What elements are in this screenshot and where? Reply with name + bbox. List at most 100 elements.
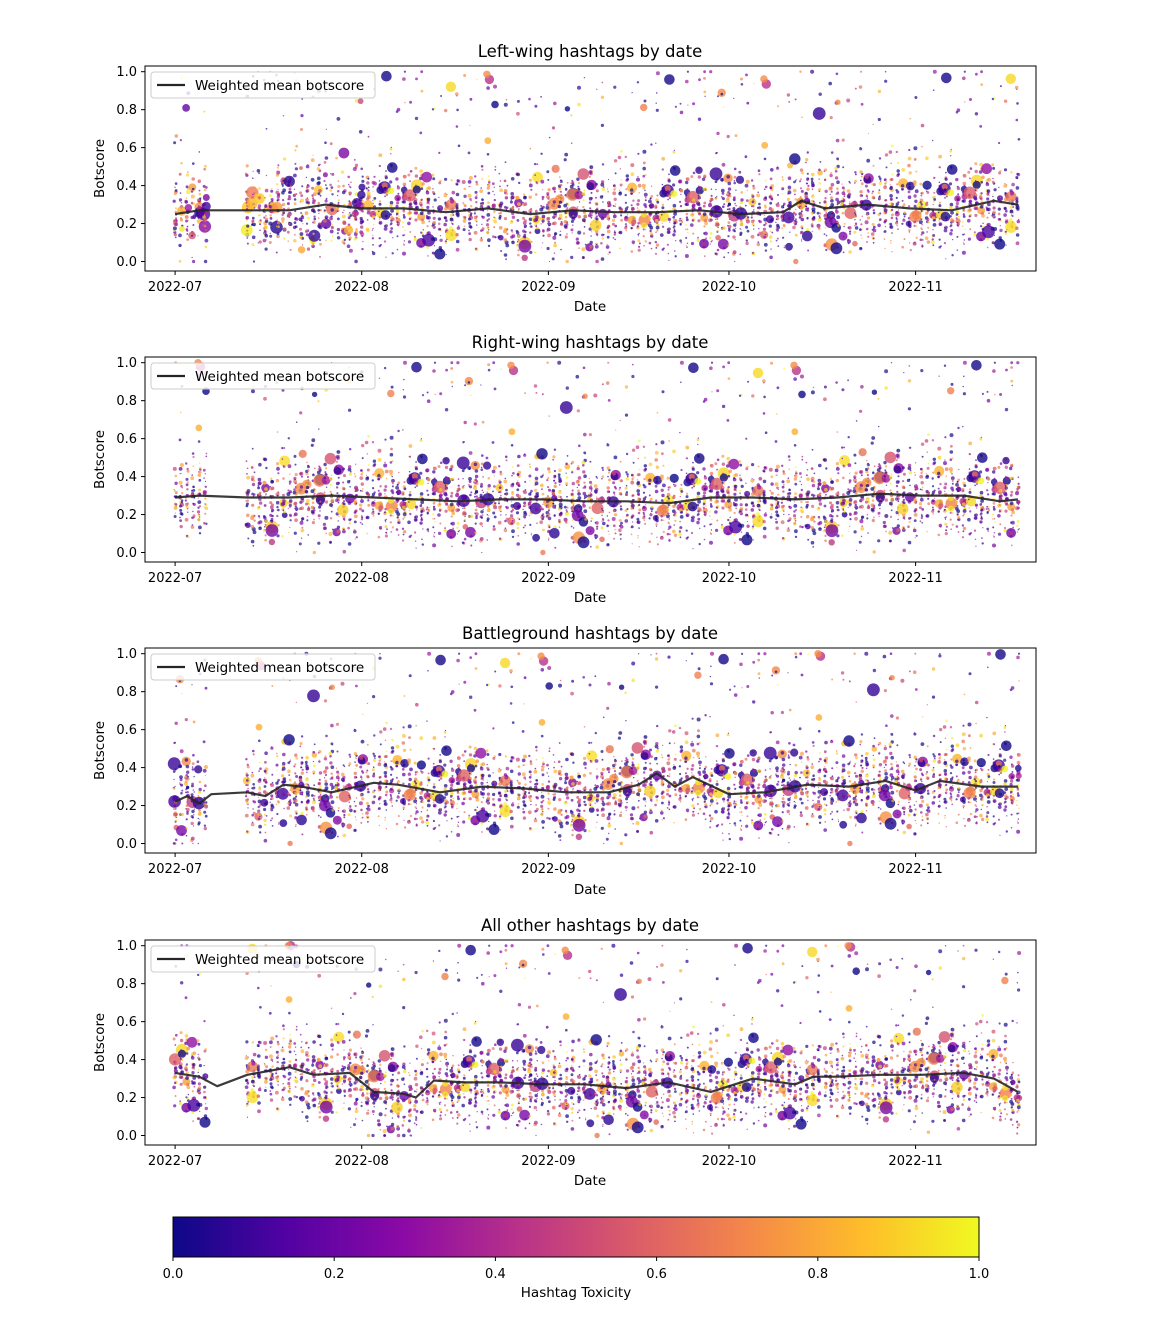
scatter-point (258, 526, 262, 531)
scatter-point (524, 480, 527, 483)
scatter-point (470, 491, 473, 494)
scatter-point (728, 207, 731, 211)
scatter-point (499, 188, 503, 193)
scatter-point (571, 481, 575, 486)
scatter-point (288, 482, 291, 485)
scatter-point (642, 235, 645, 238)
scatter-point (277, 472, 280, 475)
scatter-point (871, 192, 874, 195)
scatter-point (551, 489, 556, 493)
scatter-point (594, 213, 597, 215)
scatter-point (475, 201, 478, 204)
scatter-point (793, 258, 799, 265)
scatter-point (643, 245, 645, 247)
scatter-point (530, 489, 533, 493)
scatter-point (661, 206, 665, 210)
scatter-point (648, 241, 652, 245)
scatter-point (185, 185, 189, 189)
scatter-point (522, 508, 524, 511)
scatter-point (933, 191, 936, 194)
scatter-point (450, 222, 453, 225)
scatter-point (359, 503, 363, 507)
scatter-point (805, 161, 807, 164)
scatter-point (367, 435, 370, 438)
scatter-point (419, 131, 423, 135)
scatter-point (679, 222, 682, 226)
scatter-point (299, 166, 303, 170)
scatter-point (276, 221, 281, 225)
scatter-point (306, 519, 309, 522)
scatter-point (482, 215, 484, 217)
scatter-point (860, 186, 862, 188)
scatter-point (571, 142, 573, 144)
scatter-point (294, 463, 297, 466)
scatter-point (950, 148, 952, 150)
scatter-point (343, 238, 347, 241)
scatter-point (439, 228, 442, 231)
scatter-point (253, 493, 256, 496)
scatter-point (174, 189, 178, 192)
scatter-point (366, 219, 369, 221)
scatter-point (644, 195, 647, 198)
scatter-point (353, 237, 357, 241)
scatter-point (564, 235, 568, 239)
scatter-point (955, 217, 958, 220)
scatter-point (378, 244, 382, 248)
scatter-point (246, 224, 250, 228)
scatter-point (560, 180, 562, 183)
scatter-point (539, 520, 543, 524)
scatter-point (825, 248, 828, 252)
scatter-point (716, 229, 719, 232)
scatter-point (403, 516, 406, 519)
scatter-point (479, 537, 484, 541)
scatter-point (311, 391, 318, 398)
scatter-point (438, 246, 442, 250)
scatter-point (763, 214, 765, 216)
scatter-point (702, 187, 706, 191)
scatter-point (444, 241, 448, 245)
scatter-point (769, 193, 772, 195)
scatter-point (287, 489, 290, 492)
scatter-point (546, 495, 550, 498)
scatter-point (337, 520, 339, 522)
scatter-point (866, 158, 871, 163)
scatter-point (1010, 220, 1015, 225)
scatter-point (949, 149, 953, 153)
scatter-point (948, 182, 953, 186)
scatter-point (198, 478, 202, 482)
scatter-point (655, 108, 659, 112)
scatter-point (601, 383, 604, 386)
scatter-point (341, 214, 346, 219)
scatter-point (775, 239, 778, 242)
scatter-point (974, 169, 978, 174)
scatter-point (872, 190, 874, 193)
scatter-point (403, 481, 406, 484)
scatter-point (799, 180, 802, 183)
scatter-point (499, 490, 502, 494)
scatter-point (311, 195, 314, 198)
scatter-point (962, 200, 965, 203)
scatter-point (494, 236, 497, 239)
scatter-point (753, 82, 755, 85)
scatter-point (524, 532, 527, 534)
scatter-point (353, 499, 357, 503)
scatter-point (601, 187, 605, 191)
scatter-point (317, 541, 321, 545)
scatter-point (999, 225, 1001, 227)
scatter-point (836, 191, 840, 195)
scatter-point (396, 235, 399, 238)
scatter-point (517, 202, 521, 207)
scatter-point (801, 116, 803, 119)
scatter-point (432, 177, 436, 181)
scatter-point (450, 228, 455, 233)
scatter-point (789, 189, 791, 191)
scatter-point (301, 526, 304, 529)
scatter-point (390, 146, 392, 148)
scatter-point (451, 509, 455, 513)
scatter-point (624, 226, 628, 230)
scatter-point (571, 519, 574, 522)
scatter-point (276, 195, 280, 199)
scatter-point (679, 188, 684, 193)
scatter-point (305, 229, 309, 233)
scatter-point (197, 497, 199, 499)
